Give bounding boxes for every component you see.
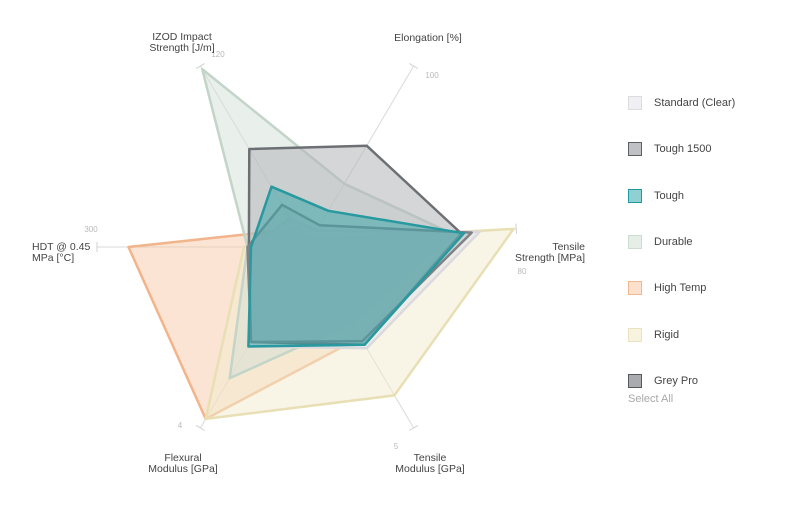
axis-max-tick-label: 80 bbox=[518, 267, 527, 276]
legend-swatch bbox=[628, 142, 642, 157]
axis-max-tick-label: 4 bbox=[178, 421, 183, 430]
axis-label: Modulus [GPa] bbox=[148, 463, 218, 475]
legend-label: Durable bbox=[654, 236, 693, 249]
axis-label: Strength [MPa] bbox=[515, 252, 585, 264]
axis-label: MPa [°C] bbox=[32, 252, 74, 264]
axis-end-tick bbox=[409, 424, 419, 431]
select-all-link[interactable]: Select All bbox=[628, 393, 674, 405]
axis-label: HDT @ 0.45 bbox=[32, 241, 90, 253]
axis-label: Tensile bbox=[552, 241, 585, 253]
legend-label: Grey Pro bbox=[654, 374, 699, 387]
legend-swatch bbox=[628, 235, 642, 250]
axis-label: Strength [J/m] bbox=[149, 42, 214, 54]
axis-label: Elongation [%] bbox=[394, 32, 462, 44]
axis-end-tick bbox=[195, 424, 205, 431]
legend-label: Tough 1500 bbox=[654, 143, 712, 156]
axis-label: Flexural bbox=[164, 452, 201, 464]
legend-item-grey-pro[interactable]: Grey Pro bbox=[628, 358, 788, 404]
legend-swatch bbox=[628, 327, 642, 342]
axis-label: IZOD Impact bbox=[152, 31, 212, 43]
legend-swatch bbox=[628, 373, 642, 388]
legend-item-high-temp[interactable]: High Temp bbox=[628, 265, 788, 311]
axis-max-tick-label: 100 bbox=[425, 71, 439, 80]
legend-label: High Temp bbox=[654, 282, 707, 295]
legend-item-tough-1500[interactable]: Tough 1500 bbox=[628, 126, 788, 172]
axis-label: Tensile bbox=[414, 452, 447, 464]
axis-max-tick-label: 5 bbox=[394, 442, 399, 451]
series-polygon-tough[interactable] bbox=[247, 185, 466, 348]
legend-item-rigid[interactable]: Rigid bbox=[628, 311, 788, 357]
legend-label: Rigid bbox=[654, 328, 680, 341]
axis-max-tick-label: 120 bbox=[211, 50, 225, 59]
axis-end-tick bbox=[409, 63, 419, 70]
axis-label: Modulus [GPa] bbox=[395, 463, 465, 475]
radar-series bbox=[127, 67, 515, 421]
axis-max-tick-label: 300 bbox=[84, 225, 98, 234]
legend-swatch bbox=[628, 281, 642, 296]
legend-label: Standard (Clear) bbox=[654, 97, 736, 110]
legend-item-durable[interactable]: Durable bbox=[628, 219, 788, 265]
axis-end-tick bbox=[515, 223, 518, 234]
legend-swatch bbox=[628, 188, 642, 203]
legend-item-standard-clear[interactable]: Standard (Clear) bbox=[628, 80, 788, 126]
axis-end-tick bbox=[195, 63, 205, 70]
legend: Standard (Clear) Tough 1500 Tough Durable Hi… bbox=[628, 80, 788, 404]
legend-item-tough[interactable]: Tough bbox=[628, 173, 788, 219]
legend-label: Tough bbox=[654, 189, 684, 202]
legend-swatch bbox=[628, 96, 642, 111]
